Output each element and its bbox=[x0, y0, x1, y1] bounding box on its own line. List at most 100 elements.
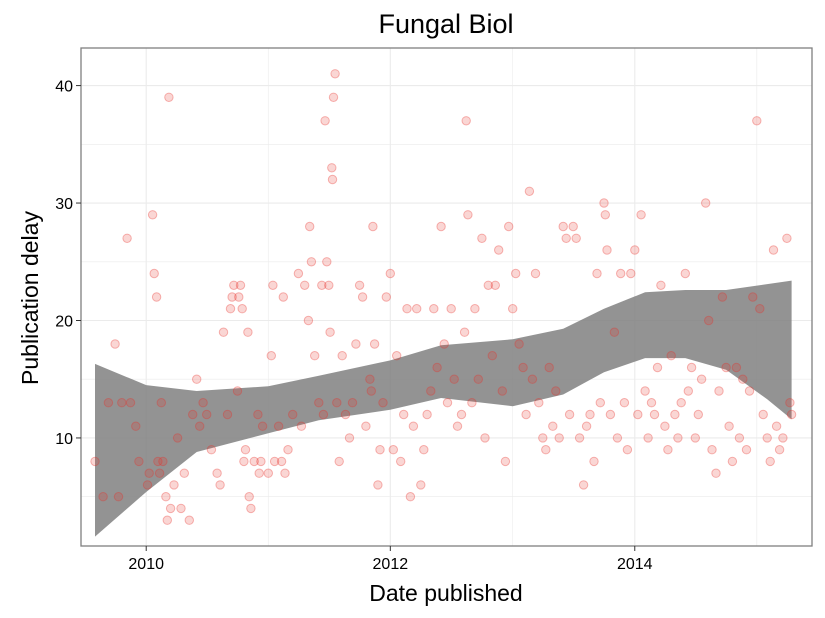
data-point bbox=[768, 245, 779, 255]
data-point bbox=[357, 292, 368, 302]
data-point bbox=[602, 245, 612, 255]
data-point bbox=[765, 456, 775, 467]
data-point bbox=[561, 233, 571, 244]
data-point bbox=[300, 280, 310, 290]
data-point bbox=[280, 468, 290, 478]
y-axis-ticks: 10 20 30 40 bbox=[55, 79, 81, 448]
data-point bbox=[626, 268, 636, 279]
data-point bbox=[470, 304, 480, 314]
data-point bbox=[633, 409, 643, 420]
data-point bbox=[396, 456, 406, 467]
data-point bbox=[714, 386, 724, 396]
data-point bbox=[368, 221, 378, 232]
data-point bbox=[461, 116, 471, 126]
data-point bbox=[609, 327, 620, 337]
data-point bbox=[782, 233, 792, 244]
data-point bbox=[314, 398, 324, 408]
data-point bbox=[541, 445, 551, 455]
data-point bbox=[254, 468, 264, 478]
data-point bbox=[322, 257, 332, 267]
data-point bbox=[419, 445, 429, 455]
data-point bbox=[640, 386, 650, 396]
data-point bbox=[656, 280, 666, 290]
data-point bbox=[785, 398, 795, 408]
data-point bbox=[310, 351, 320, 361]
data-point bbox=[738, 374, 748, 384]
data-point bbox=[511, 268, 521, 279]
data-point bbox=[232, 386, 243, 396]
data-point bbox=[184, 515, 195, 525]
data-point bbox=[412, 304, 422, 314]
data-point bbox=[158, 456, 168, 467]
data-point bbox=[305, 221, 315, 232]
data-point bbox=[164, 92, 174, 103]
data-point bbox=[724, 421, 734, 431]
data-points bbox=[90, 69, 797, 525]
data-point bbox=[347, 398, 358, 408]
data-point bbox=[456, 409, 467, 420]
data-point bbox=[670, 409, 680, 420]
data-point bbox=[244, 492, 254, 502]
data-point bbox=[269, 456, 280, 467]
data-point bbox=[344, 433, 355, 443]
data-point bbox=[589, 456, 599, 467]
data-point bbox=[426, 386, 436, 396]
data-point bbox=[727, 456, 738, 467]
data-point bbox=[452, 421, 463, 431]
data-point bbox=[257, 421, 268, 431]
data-point bbox=[388, 445, 398, 455]
data-point bbox=[227, 292, 237, 302]
data-point bbox=[263, 468, 273, 478]
data-point bbox=[234, 292, 244, 302]
data-point bbox=[731, 362, 742, 373]
data-point bbox=[98, 492, 108, 502]
data-point bbox=[686, 362, 697, 373]
data-point bbox=[592, 268, 602, 279]
data-point bbox=[268, 280, 278, 290]
data-point bbox=[366, 386, 376, 396]
data-point bbox=[392, 351, 402, 361]
data-point bbox=[574, 433, 585, 443]
data-point bbox=[446, 304, 456, 314]
x-tick-label: 2012 bbox=[373, 556, 409, 573]
data-point bbox=[240, 445, 251, 455]
data-point bbox=[734, 433, 745, 443]
data-point bbox=[215, 480, 225, 490]
data-point bbox=[676, 398, 686, 408]
data-point bbox=[381, 292, 391, 302]
data-point bbox=[459, 327, 470, 337]
data-point bbox=[188, 409, 198, 420]
data-point bbox=[762, 433, 772, 443]
data-point bbox=[422, 409, 432, 420]
data-point bbox=[328, 92, 339, 103]
data-point bbox=[497, 386, 507, 396]
data-point bbox=[660, 421, 670, 431]
data-point bbox=[303, 315, 314, 326]
data-point bbox=[564, 409, 575, 420]
data-point bbox=[246, 503, 256, 514]
data-point bbox=[774, 445, 785, 455]
data-point bbox=[494, 245, 504, 255]
data-point bbox=[125, 398, 136, 408]
data-point bbox=[477, 233, 487, 244]
data-point bbox=[296, 421, 307, 431]
data-point bbox=[399, 409, 409, 420]
data-point bbox=[176, 503, 186, 514]
data-point bbox=[616, 268, 626, 279]
data-point bbox=[225, 304, 236, 314]
data-point bbox=[283, 445, 293, 455]
data-point bbox=[165, 503, 176, 514]
data-point bbox=[325, 327, 335, 337]
data-point bbox=[361, 421, 371, 431]
data-point bbox=[571, 233, 581, 244]
data-point bbox=[229, 280, 239, 290]
data-point bbox=[340, 409, 351, 420]
data-point bbox=[162, 515, 173, 525]
data-point bbox=[131, 421, 141, 431]
data-point bbox=[521, 409, 531, 420]
data-point bbox=[551, 386, 561, 396]
data-point bbox=[786, 409, 797, 420]
data-point bbox=[508, 304, 518, 314]
data-point bbox=[630, 245, 640, 255]
data-point bbox=[527, 374, 538, 384]
